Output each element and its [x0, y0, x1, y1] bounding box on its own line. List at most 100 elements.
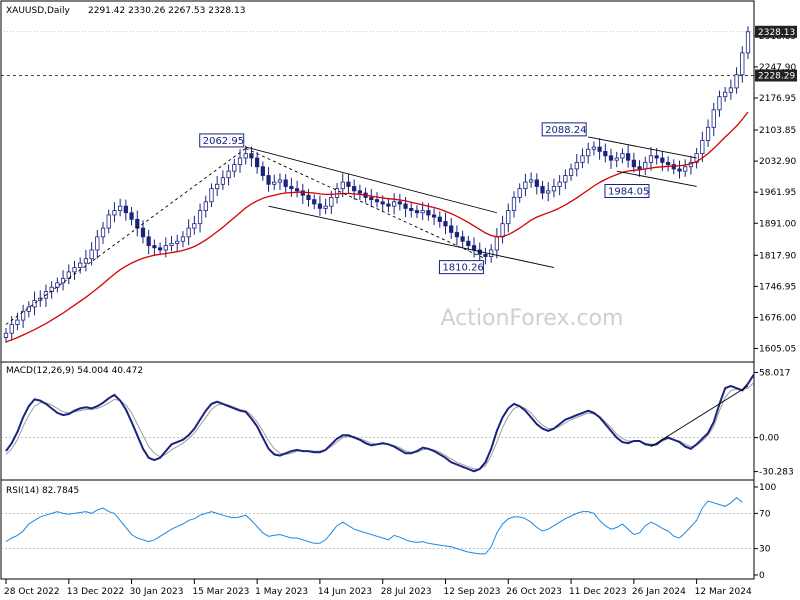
candle: [700, 131, 705, 162]
candle-body: [414, 210, 420, 214]
x-tick-label: 28 Jul 2023: [381, 587, 432, 597]
candle: [100, 221, 106, 244]
candle: [683, 159, 688, 177]
candle-body: [683, 166, 688, 172]
candle: [209, 183, 214, 208]
annotation-label: 2088.24: [545, 125, 586, 136]
candle-body: [60, 278, 66, 284]
price-annotation: 1810.26: [438, 260, 484, 275]
candle-body: [671, 164, 676, 170]
candle-body: [140, 227, 146, 238]
candle-body: [346, 181, 351, 187]
price-tag-label: 2328.13: [758, 28, 795, 38]
candle-body: [186, 227, 191, 238]
candle-body: [557, 181, 562, 187]
candle-body: [169, 243, 174, 247]
candle-body: [608, 155, 614, 161]
candle-body: [568, 168, 574, 176]
candle-body: [546, 190, 551, 194]
x-tick-label: 30 Jan 2023: [130, 587, 184, 597]
candle: [397, 193, 402, 211]
candle: [272, 174, 277, 190]
annotation-box: [541, 122, 587, 137]
candle-body: [277, 179, 283, 183]
candle: [72, 260, 77, 280]
x-tick-label: 12 Mar 2024: [695, 587, 752, 597]
triangle-lower-line: [616, 170, 697, 187]
candle: [106, 209, 111, 234]
candle-body: [266, 175, 271, 185]
candle-body: [21, 310, 26, 321]
candle-body: [563, 175, 568, 183]
rsi-tick-label: 0: [759, 571, 765, 581]
candle-body: [734, 74, 739, 89]
candle-body: [620, 153, 625, 159]
candle-body: [517, 188, 522, 198]
candle-body: [637, 166, 642, 170]
candle: [289, 177, 294, 197]
candle: [688, 155, 694, 175]
candle-body: [152, 245, 157, 249]
candle-body: [192, 223, 197, 229]
candle: [637, 160, 642, 177]
candle: [357, 184, 362, 201]
candle-body: [454, 232, 460, 238]
candle: [705, 119, 711, 148]
candle: [277, 173, 283, 190]
candle-body: [374, 199, 380, 203]
candle: [443, 212, 448, 235]
macd-trend-line: [650, 385, 749, 447]
candle-body: [386, 203, 391, 207]
candle-body: [26, 306, 31, 312]
candle-body: [220, 177, 226, 185]
candle: [283, 174, 288, 193]
candle: [431, 208, 437, 226]
candle: [414, 205, 420, 219]
candle-body: [643, 161, 648, 170]
candle: [568, 163, 574, 181]
macd-panel[interactable]: [0, 361, 755, 481]
candle: [677, 160, 682, 179]
candle: [745, 26, 751, 59]
candle: [95, 229, 100, 259]
candle-body: [740, 52, 745, 76]
candle: [614, 151, 619, 168]
candle: [317, 195, 323, 216]
macd-tick-label: -30.283: [759, 468, 794, 478]
price-tick-label: 1961.95: [759, 188, 796, 198]
candle-body: [72, 267, 77, 273]
candle-body: [329, 197, 334, 207]
candle-body: [551, 186, 557, 192]
candle-body: [603, 151, 608, 157]
rsi-panel[interactable]: [0, 479, 755, 580]
candle-body: [489, 249, 494, 257]
annotation-box: [438, 260, 484, 275]
candle-body: [83, 258, 89, 264]
candle-body: [283, 179, 288, 187]
candle: [129, 207, 134, 226]
candle-body: [540, 186, 545, 194]
candle: [500, 215, 505, 244]
candle-body: [306, 194, 311, 201]
channel-lower-line: [268, 205, 555, 268]
candle-body: [146, 236, 151, 247]
candle: [528, 172, 534, 188]
candle-body: [9, 324, 14, 334]
annotation-label: 1984.05: [608, 187, 649, 198]
candle: [540, 180, 545, 200]
candle: [626, 145, 631, 168]
candle-body: [317, 203, 323, 209]
candle: [546, 182, 551, 202]
candle: [523, 173, 528, 197]
candle: [580, 148, 585, 169]
candle-body: [175, 240, 180, 244]
uptrend-dashed-line: [5, 147, 246, 325]
candle-body: [197, 210, 203, 225]
candle: [620, 148, 625, 164]
candle-body: [255, 157, 260, 168]
candle: [49, 281, 54, 299]
candle-body: [723, 91, 728, 98]
candle-body: [717, 96, 722, 111]
candle-body: [711, 109, 716, 128]
